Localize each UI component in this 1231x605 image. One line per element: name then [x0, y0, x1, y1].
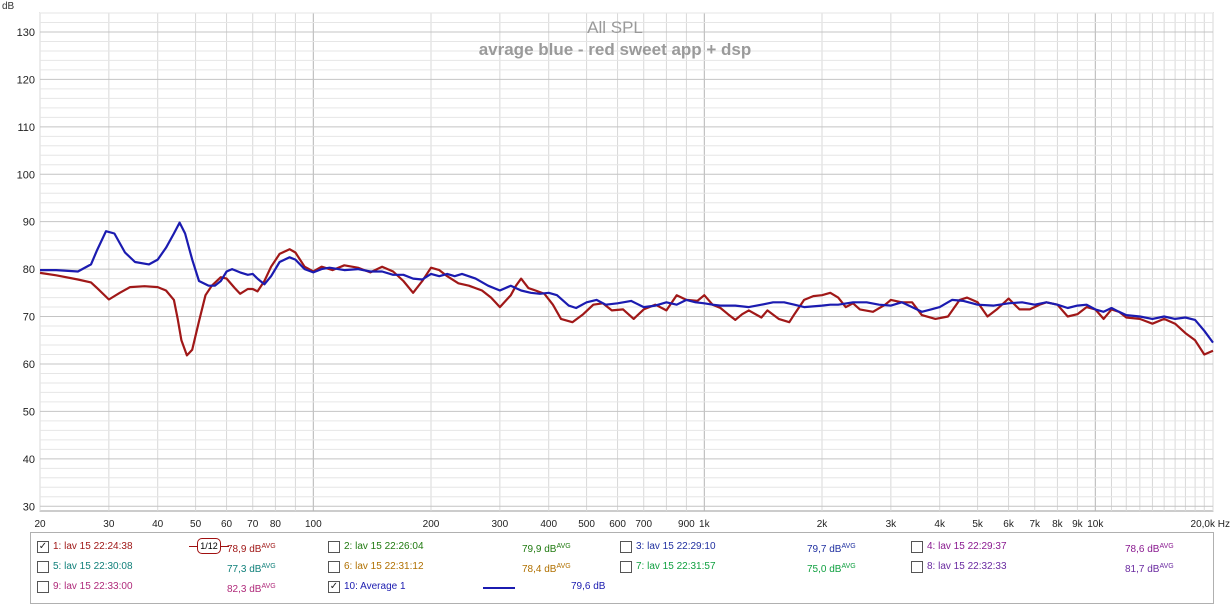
legend-item: 7: lav 15 22:31:57 75,0 dBAVG	[620, 559, 905, 579]
y-tick-label: 60	[23, 359, 35, 371]
legend-label: 5: lav 15 22:30:08	[53, 561, 133, 572]
legend-checkbox[interactable]	[328, 561, 340, 573]
x-tick-label: 9k	[1072, 519, 1084, 530]
legend-item: 4: lav 15 22:29:37 78,6 dBAVG	[911, 539, 1196, 559]
x-axis-labels: 20 30 40 50 60 70 80 100 200 300 400 500 600 700 900 1k…	[34, 519, 1230, 530]
legend-label: 3: lav 15 22:29:10	[636, 541, 716, 552]
legend-value: 79,6 dB	[571, 581, 606, 592]
y-tick-label: 110	[17, 122, 35, 134]
legend-checkbox[interactable]: ✓	[328, 581, 340, 593]
y-tick-label: 50	[23, 406, 35, 418]
x-tick-label: 200	[423, 519, 440, 530]
plot-area	[39, 12, 1214, 512]
legend-checkbox[interactable]	[37, 561, 49, 573]
legend-item: ✓ 10: Average 1 79,6 dB	[328, 579, 613, 599]
y-tick-label: 80	[23, 264, 35, 276]
legend-label: 1: lav 15 22:24:38	[53, 541, 133, 552]
y-tick-label: 120	[17, 74, 35, 86]
legend-value: 78,9 dBAVG	[227, 543, 276, 555]
legend-value: 77,3 dBAVG	[227, 563, 276, 575]
legend-value: 75,0 dBAVG	[807, 563, 856, 575]
x-tick-label: 400	[540, 519, 557, 530]
chart-subtitle: avrage blue - red sweet app + dsp	[479, 40, 752, 59]
series-line-measurement-1	[39, 248, 1214, 357]
legend-checkbox[interactable]	[620, 541, 632, 553]
legend-label: 7: lav 15 22:31:57	[636, 561, 716, 572]
x-tick-label: 50	[190, 519, 202, 530]
legend-value: 78,4 dBAVG	[522, 563, 571, 575]
series-marker-line	[189, 546, 197, 547]
x-tick-label: 20,0k Hz	[1191, 519, 1230, 530]
legend-checkbox[interactable]	[620, 561, 632, 573]
legend-value: 79,9 dBAVG	[522, 543, 571, 555]
y-tick-label: 90	[23, 217, 35, 229]
y-axis-labels: 30 40 50 60 70 80 90 100 110 120 130	[17, 27, 35, 513]
x-tick-label: 900	[678, 519, 695, 530]
series-line-average-1	[40, 221, 1214, 344]
y-tick-label: 130	[17, 27, 35, 39]
series-marker-line	[221, 546, 229, 547]
legend-item: ✓ 1: lav 15 22:24:38 1/12 78,9 dBAVG	[37, 538, 322, 559]
x-tick-label: 60	[221, 519, 233, 530]
legend-checkbox[interactable]	[37, 581, 49, 593]
legend-checkbox[interactable]	[328, 541, 340, 553]
y-tick-label: 40	[23, 454, 35, 466]
legend-value: 82,3 dBAVG	[227, 583, 276, 595]
legend-checkbox[interactable]	[911, 561, 923, 573]
y-axis-unit: dB	[2, 1, 15, 12]
x-tick-label: 3k	[886, 519, 898, 530]
legend-checkbox[interactable]: ✓	[37, 541, 49, 553]
x-tick-label: 8k	[1052, 519, 1064, 530]
series-marker-line	[483, 587, 515, 589]
legend-label: 8: lav 15 22:32:33	[927, 561, 1007, 572]
x-tick-label: 500	[578, 519, 595, 530]
x-tick-label: 2k	[817, 519, 829, 530]
y-tick-label: 30	[23, 501, 35, 513]
x-tick-label: 300	[492, 519, 509, 530]
legend-panel: ✓ 1: lav 15 22:24:38 1/12 78,9 dBAVG 2: lav …	[30, 532, 1214, 604]
series-lines	[39, 221, 1214, 357]
legend-value: 79,7 dBAVG	[807, 543, 856, 555]
x-tick-label: 4k	[934, 519, 946, 530]
legend-checkbox[interactable]	[911, 541, 923, 553]
legend-item: 5: lav 15 22:30:08 77,3 dBAVG	[37, 559, 322, 579]
legend-item: 6: lav 15 22:31:12 78,4 dBAVG	[328, 559, 613, 579]
x-tick-label: 10k	[1087, 519, 1104, 530]
y-tick-label: 70	[23, 312, 35, 324]
legend-label: 4: lav 15 22:29:37	[927, 541, 1007, 552]
x-tick-label: 1k	[699, 519, 711, 530]
x-tick-label: 5k	[972, 519, 984, 530]
legend-label: 6: lav 15 22:31:12	[344, 561, 424, 572]
chart-title: All SPL	[587, 18, 643, 37]
x-tick-label: 40	[152, 519, 164, 530]
x-tick-label: 30	[103, 519, 115, 530]
x-tick-label: 7k	[1029, 519, 1041, 530]
x-tick-label: 100	[305, 519, 322, 530]
legend-label: 9: lav 15 22:33:00	[53, 581, 133, 592]
legend-item: 9: lav 15 22:33:00 82,3 dBAVG	[37, 579, 322, 599]
x-tick-label: 700	[635, 519, 652, 530]
smoothing-marker[interactable]: 1/12	[197, 538, 221, 554]
x-tick-label: 600	[609, 519, 626, 530]
x-tick-label: 70	[247, 519, 259, 530]
x-tick-label: 80	[270, 519, 282, 530]
legend-value: 81,7 dBAVG	[1125, 563, 1174, 575]
legend-item: 3: lav 15 22:29:10 79,7 dBAVG	[620, 539, 905, 559]
legend-item: 8: lav 15 22:32:33 81,7 dBAVG	[911, 559, 1196, 579]
spl-chart: 30 40 50 60 70 80 90 100 110 120 130 20 30 40 50 60 70 8…	[2, 1, 1230, 530]
x-tick-label: 6k	[1003, 519, 1015, 530]
x-tick-label: 20	[34, 519, 46, 530]
legend-label: 10: Average 1	[344, 581, 406, 592]
y-tick-label: 100	[17, 169, 35, 181]
legend-value: 78,6 dBAVG	[1125, 543, 1174, 555]
legend-label: 2: lav 15 22:26:04	[344, 541, 424, 552]
legend-item: 2: lav 15 22:26:04 79,9 dBAVG	[328, 539, 613, 559]
